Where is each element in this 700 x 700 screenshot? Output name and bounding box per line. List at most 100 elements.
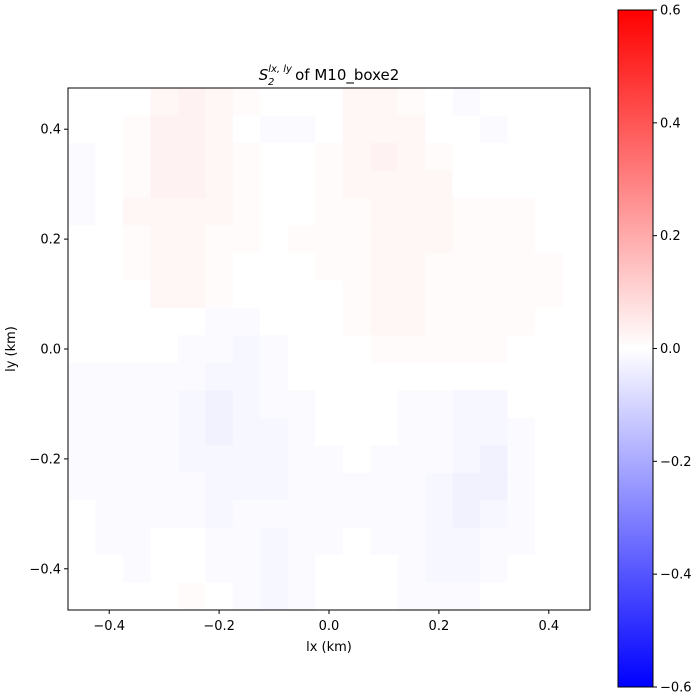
heatmap-cell xyxy=(425,472,454,501)
heatmap-cell xyxy=(68,555,97,584)
heatmap-cell xyxy=(397,335,426,364)
heatmap-cell xyxy=(177,280,206,309)
heatmap-cell xyxy=(287,170,316,199)
heatmap-cell xyxy=(370,307,399,336)
heatmap-cells xyxy=(68,88,591,611)
heatmap-cell xyxy=(150,472,179,501)
heatmap-cell xyxy=(342,197,371,226)
heatmap-cell xyxy=(425,500,454,529)
heatmap-cell xyxy=(260,500,289,529)
heatmap-cell xyxy=(260,472,289,501)
heatmap-cell xyxy=(480,252,509,281)
x-tick-label: −0.2 xyxy=(203,619,235,634)
heatmap-cell xyxy=(315,582,344,611)
heatmap-cell xyxy=(177,362,206,391)
heatmap-cell xyxy=(287,362,316,391)
heatmap-cell xyxy=(95,500,124,529)
heatmap-cell xyxy=(287,500,316,529)
heatmap-cell xyxy=(122,362,152,391)
heatmap-cell xyxy=(397,582,426,611)
heatmap-cell xyxy=(150,307,179,336)
heatmap-cell xyxy=(150,390,179,419)
heatmap-cell xyxy=(287,280,316,309)
heatmap-cell xyxy=(177,527,206,556)
heatmap-cell xyxy=(397,307,426,336)
heatmap-cell xyxy=(68,445,97,474)
heatmap-cell xyxy=(452,445,481,474)
heatmap-cell xyxy=(150,280,179,309)
heatmap-cell xyxy=(562,417,591,446)
heatmap-cell xyxy=(370,115,399,144)
heatmap-cell xyxy=(397,115,426,144)
heatmap-cell xyxy=(95,252,124,281)
heatmap-cell xyxy=(177,197,206,226)
heatmap-cell xyxy=(562,445,591,474)
heatmap-cell xyxy=(507,142,536,172)
heatmap-cell xyxy=(342,472,371,501)
heatmap-cell xyxy=(452,390,481,419)
heatmap-cell xyxy=(507,170,536,199)
title-suffix: of M10_boxe2 xyxy=(290,66,399,85)
heatmap-cell xyxy=(425,197,454,226)
heatmap-cell xyxy=(260,417,289,446)
heatmap-cell xyxy=(507,115,536,144)
heatmap-cell xyxy=(562,88,591,117)
heatmap-cell xyxy=(232,252,261,281)
heatmap-cell xyxy=(507,472,536,501)
heatmap-cell xyxy=(342,252,371,281)
heatmap-cell xyxy=(342,500,371,529)
heatmap-cell xyxy=(150,88,179,117)
heatmap-cell xyxy=(452,225,481,254)
heatmap-cell xyxy=(315,307,344,336)
heatmap-cell xyxy=(150,417,179,446)
heatmap-cell xyxy=(287,197,316,226)
heatmap-cell xyxy=(535,527,564,556)
heatmap-cell xyxy=(397,362,426,391)
heatmap-cell xyxy=(452,142,481,172)
heatmap-cell xyxy=(68,225,97,254)
heatmap-cell xyxy=(397,500,426,529)
heatmap-cell xyxy=(205,225,234,254)
heatmap-cell xyxy=(397,197,426,226)
heatmap-cell xyxy=(535,555,564,584)
heatmap-cell xyxy=(122,280,152,309)
heatmap-cell xyxy=(425,417,454,446)
heatmap-cell xyxy=(562,252,591,281)
heatmap-cell xyxy=(535,472,564,501)
heatmap-cell xyxy=(315,335,344,364)
heatmap-cell xyxy=(68,280,97,309)
heatmap-cell xyxy=(480,472,509,501)
heatmap-cell xyxy=(150,445,179,474)
heatmap-cell xyxy=(287,115,316,144)
y-tick-label: −0.4 xyxy=(29,562,61,577)
heatmap-cell xyxy=(287,445,316,474)
heatmap-cell xyxy=(535,225,564,254)
heatmap-cell xyxy=(562,472,591,501)
heatmap-cell xyxy=(150,252,179,281)
heatmap-cell xyxy=(122,472,152,501)
heatmap-cell xyxy=(397,280,426,309)
heatmap-cell xyxy=(177,335,206,364)
heatmap-cell xyxy=(315,115,344,144)
heatmap-cell xyxy=(95,527,124,556)
heatmap-cell xyxy=(205,280,234,309)
heatmap-cell xyxy=(287,417,316,446)
heatmap-cell xyxy=(452,307,481,336)
colorbar-tick-label: 0.2 xyxy=(660,229,681,244)
heatmap-cell xyxy=(177,115,206,144)
heatmap-cell xyxy=(342,362,371,391)
heatmap-cell xyxy=(150,582,179,611)
heatmap-cell xyxy=(232,115,261,144)
heatmap-cell xyxy=(95,582,124,611)
heatmap-cell xyxy=(95,335,124,364)
heatmap-cell xyxy=(95,555,124,584)
heatmap-cell xyxy=(287,225,316,254)
heatmap-cell xyxy=(150,142,179,172)
y-tick-label: 0.2 xyxy=(40,233,61,248)
heatmap-cell xyxy=(370,500,399,529)
heatmap-cell xyxy=(122,225,152,254)
heatmap-cell xyxy=(535,252,564,281)
heatmap-cell xyxy=(452,252,481,281)
heatmap-cell xyxy=(370,225,399,254)
